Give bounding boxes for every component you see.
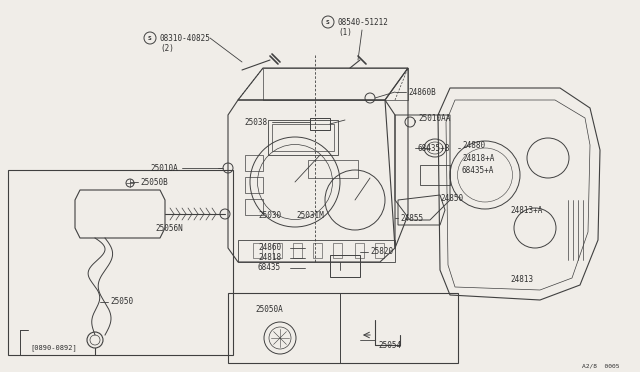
Text: (2): (2)	[160, 44, 174, 52]
Text: 25010AA: 25010AA	[418, 113, 451, 122]
Bar	[355, 243, 364, 258]
Bar	[333, 243, 342, 258]
Text: 24850: 24850	[440, 193, 463, 202]
Bar	[245, 155, 263, 171]
Text: 25031M: 25031M	[296, 211, 324, 219]
Text: 24855: 24855	[400, 214, 423, 222]
Bar	[245, 177, 263, 193]
Bar	[253, 243, 262, 258]
Text: [0890-0892]: [0890-0892]	[30, 344, 77, 352]
Text: 25010A: 25010A	[150, 164, 178, 173]
Text: 68435+A: 68435+A	[462, 166, 494, 174]
Text: 25030: 25030	[258, 211, 281, 219]
Text: 24880: 24880	[462, 141, 485, 150]
Text: 08540-51212: 08540-51212	[338, 17, 389, 26]
Text: 24860: 24860	[258, 244, 281, 253]
Text: A2/8  0005: A2/8 0005	[582, 363, 620, 368]
Text: 24813: 24813	[510, 276, 533, 285]
Text: 25050B: 25050B	[140, 177, 168, 186]
Bar	[293, 243, 302, 258]
Bar	[263, 68, 408, 100]
Text: 25050: 25050	[110, 298, 133, 307]
Bar	[330, 255, 360, 277]
Text: 25054: 25054	[378, 340, 401, 350]
Bar	[420, 165, 450, 185]
Bar	[308, 160, 358, 178]
Bar	[228, 293, 458, 363]
Text: 25038: 25038	[245, 118, 268, 126]
Text: 24818+A: 24818+A	[462, 154, 494, 163]
Text: 68435: 68435	[258, 263, 281, 273]
Bar	[375, 243, 384, 258]
Bar	[272, 124, 334, 151]
Text: 25050A: 25050A	[255, 305, 283, 314]
Text: S: S	[148, 35, 152, 41]
Bar	[268, 120, 338, 155]
Text: 24860B: 24860B	[408, 87, 436, 96]
Text: 24813+A: 24813+A	[510, 205, 542, 215]
Text: (1): (1)	[338, 28, 352, 36]
Bar	[313, 243, 322, 258]
Bar	[238, 240, 395, 262]
Text: S: S	[326, 19, 330, 25]
Text: 25820: 25820	[370, 247, 393, 257]
Bar	[8, 170, 233, 355]
Text: 24818: 24818	[258, 253, 281, 263]
Text: 08310-40825: 08310-40825	[160, 33, 211, 42]
Bar	[273, 243, 282, 258]
Text: 68435+B: 68435+B	[418, 144, 451, 153]
Bar	[245, 199, 263, 215]
Text: 25056N: 25056N	[155, 224, 183, 232]
